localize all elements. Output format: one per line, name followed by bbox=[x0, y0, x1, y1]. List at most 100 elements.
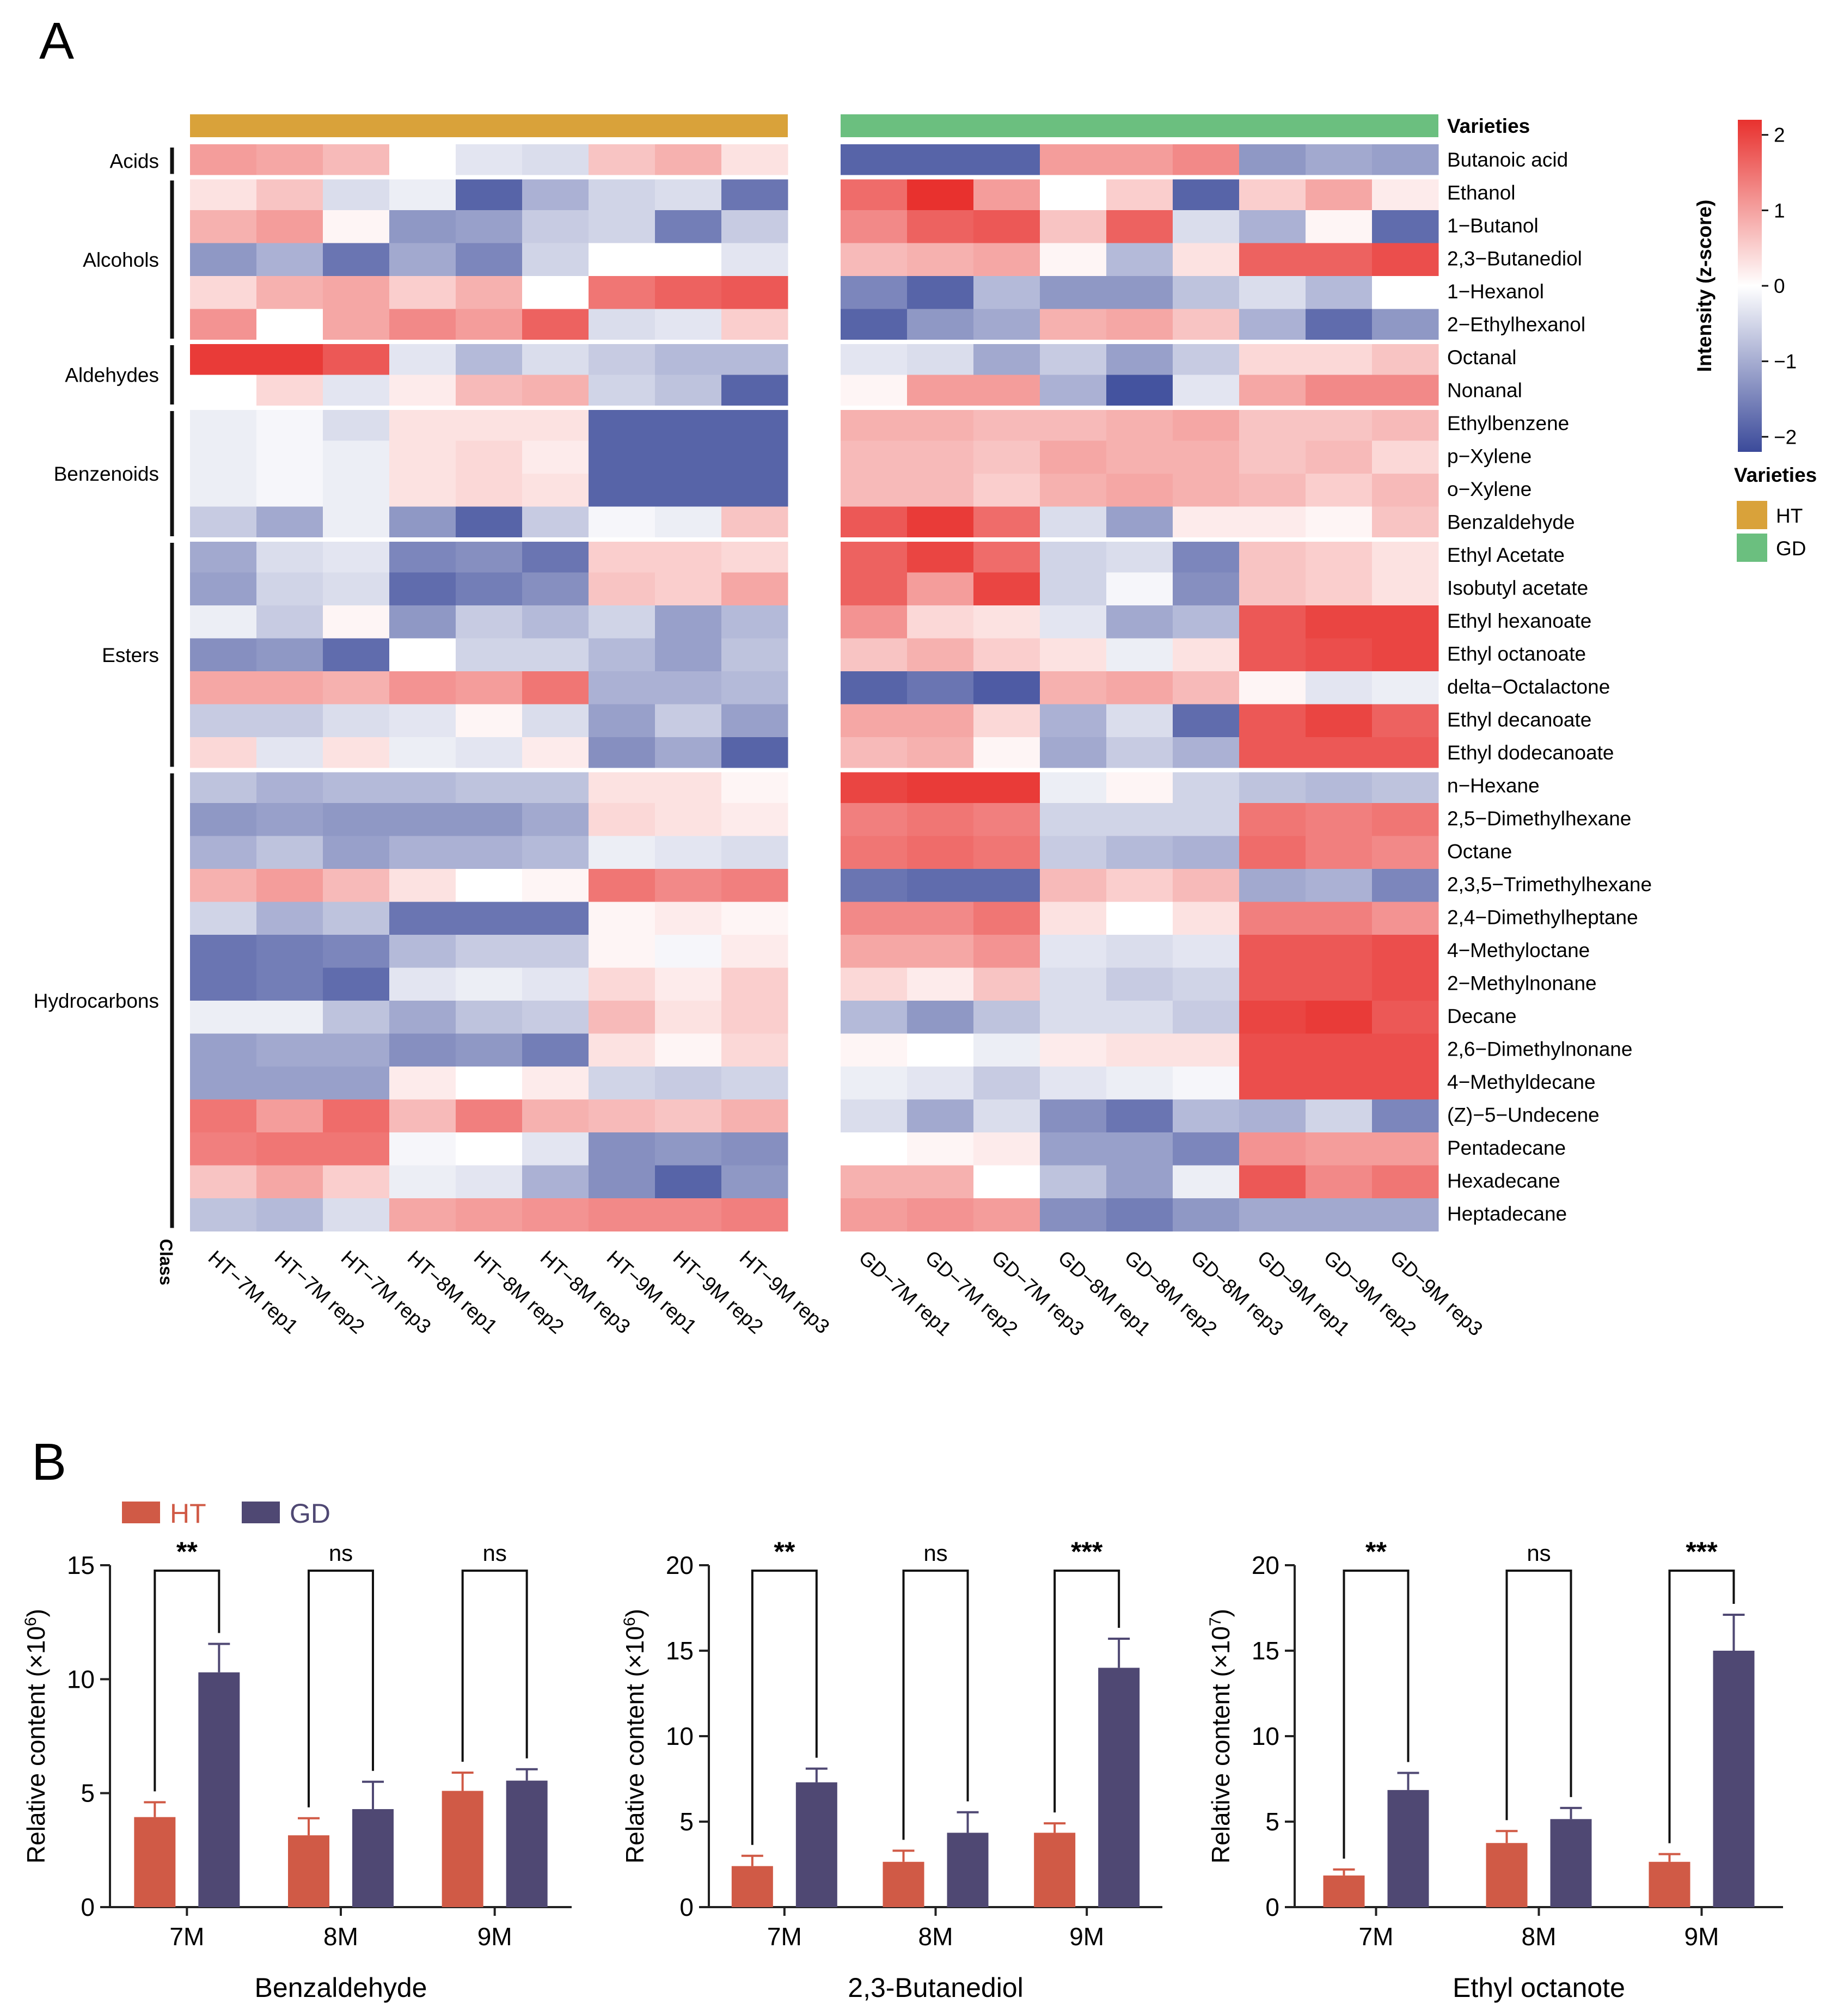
heatmap-cell bbox=[1239, 408, 1306, 441]
heatmap-cell bbox=[190, 506, 257, 540]
heatmap-cell bbox=[190, 737, 257, 770]
class-separator bbox=[841, 406, 1439, 410]
heatmap-cell bbox=[1239, 638, 1306, 672]
heatmap-cell bbox=[973, 144, 1040, 177]
bar-gd bbox=[506, 1780, 548, 1907]
class-separator bbox=[190, 537, 788, 542]
y-axis-label-exponent: 6 bbox=[22, 1617, 40, 1626]
heatmap-cell bbox=[1040, 309, 1107, 342]
heatmap-cell bbox=[389, 967, 456, 1001]
heatmap-cell bbox=[456, 144, 523, 177]
heatmap-cell bbox=[907, 210, 974, 243]
heatmap-cell bbox=[389, 309, 456, 342]
heatmap-cell bbox=[841, 737, 908, 770]
significance-bracket bbox=[751, 1570, 818, 1845]
heatmap-cell bbox=[1040, 1001, 1107, 1034]
heatmap-cell bbox=[1173, 408, 1240, 441]
heatmap-cell bbox=[655, 836, 722, 869]
heatmap-cell bbox=[1173, 210, 1240, 243]
heatmap-cell bbox=[1040, 243, 1107, 277]
heatmap-cell bbox=[1173, 1099, 1240, 1133]
heatmap-cell bbox=[589, 474, 655, 507]
heatmap-cell bbox=[456, 1067, 523, 1100]
heatmap-cell bbox=[1306, 770, 1373, 804]
heatmap-cell bbox=[1040, 177, 1107, 211]
panel-a-label: A bbox=[39, 12, 74, 70]
compound-label: Isobutyl acetate bbox=[1447, 577, 1588, 599]
heatmap-cell bbox=[1106, 1001, 1173, 1034]
heatmap-cell bbox=[522, 836, 589, 869]
heatmap-cell bbox=[1106, 506, 1173, 540]
heatmap-cell bbox=[1106, 1033, 1173, 1067]
heatmap-cell bbox=[190, 935, 257, 968]
heatmap-cell bbox=[522, 869, 589, 902]
heatmap-cell bbox=[256, 375, 323, 408]
heatmap-cell bbox=[522, 935, 589, 968]
heatmap-cell bbox=[522, 177, 589, 211]
heatmap-cell bbox=[589, 1198, 655, 1231]
heatmap-cell bbox=[1306, 803, 1373, 836]
heatmap-cell bbox=[1173, 803, 1240, 836]
compound-label: Ethyl octanoate bbox=[1447, 643, 1586, 665]
compound-label: (Z)−5−Undecene bbox=[1447, 1104, 1600, 1126]
heatmap-cell bbox=[323, 144, 390, 177]
heatmap-cell bbox=[256, 737, 323, 770]
heatmap-cell bbox=[1372, 803, 1439, 836]
heatmap-cell bbox=[973, 506, 1040, 540]
heatmap-cell bbox=[1306, 276, 1373, 309]
heatmap-cell bbox=[907, 474, 974, 507]
heatmap-cell bbox=[1106, 605, 1173, 639]
heatmap-cell bbox=[389, 572, 456, 606]
heatmap-cell bbox=[841, 243, 908, 277]
heatmap-cell bbox=[522, 671, 589, 704]
heatmap-cell bbox=[841, 1132, 908, 1166]
heatmap-cell bbox=[1106, 177, 1173, 211]
heatmap-cell bbox=[841, 1099, 908, 1133]
heatmap-cell bbox=[1173, 1132, 1240, 1166]
heatmap-cell bbox=[256, 210, 323, 243]
y-axis-label-exponent: 6 bbox=[621, 1617, 639, 1626]
heatmap-cell bbox=[973, 967, 1040, 1001]
heatmap-cell bbox=[1372, 144, 1439, 177]
heatmap-cell bbox=[323, 276, 390, 309]
heatmap-cell bbox=[1306, 605, 1373, 639]
heatmap-cell bbox=[389, 1099, 456, 1133]
heatmap-cell bbox=[973, 243, 1040, 277]
y-tick-label: 20 bbox=[666, 1551, 694, 1579]
heatmap-cell bbox=[973, 1067, 1040, 1100]
heatmap-cell bbox=[973, 177, 1040, 211]
heatmap-cell bbox=[1040, 1067, 1107, 1100]
heatmap-cell bbox=[1306, 836, 1373, 869]
heatmap-cell bbox=[1306, 540, 1373, 573]
heatmap-cell bbox=[1239, 737, 1306, 770]
significance-bracket bbox=[461, 1570, 528, 1762]
heatmap-cell bbox=[522, 967, 589, 1001]
heatmap-cell bbox=[323, 540, 390, 573]
compound-label: Ethyl dodecanoate bbox=[1447, 742, 1614, 764]
heatmap-cell bbox=[190, 408, 257, 441]
heatmap-cell bbox=[841, 474, 908, 507]
heatmap-cell bbox=[589, 671, 655, 704]
heatmap-cell bbox=[721, 1067, 788, 1100]
heatmap-cell bbox=[841, 605, 908, 639]
heatmap-cell bbox=[323, 177, 390, 211]
heatmap-cell bbox=[973, 1001, 1040, 1034]
heatmap-cell bbox=[1040, 408, 1107, 441]
heatmap-cell bbox=[1239, 276, 1306, 309]
heatmap-cell bbox=[1173, 1198, 1240, 1231]
heatmap-cell bbox=[721, 342, 788, 375]
heatmap-cell bbox=[389, 1067, 456, 1100]
heatmap-cell bbox=[1372, 704, 1439, 738]
heatmap-cell bbox=[1239, 540, 1306, 573]
heatmap-cell bbox=[655, 1132, 722, 1166]
heatmap-cell bbox=[389, 737, 456, 770]
heatmap-cell bbox=[256, 144, 323, 177]
heatmap-cell bbox=[655, 704, 722, 738]
significance-label: ns bbox=[1527, 1540, 1551, 1566]
x-axis-label: Benzaldehyde bbox=[255, 1972, 427, 2003]
heatmap-cell bbox=[907, 177, 974, 211]
heatmap-cell bbox=[973, 342, 1040, 375]
heatmap-cell bbox=[973, 902, 1040, 935]
significance-label: ** bbox=[1365, 1536, 1387, 1567]
